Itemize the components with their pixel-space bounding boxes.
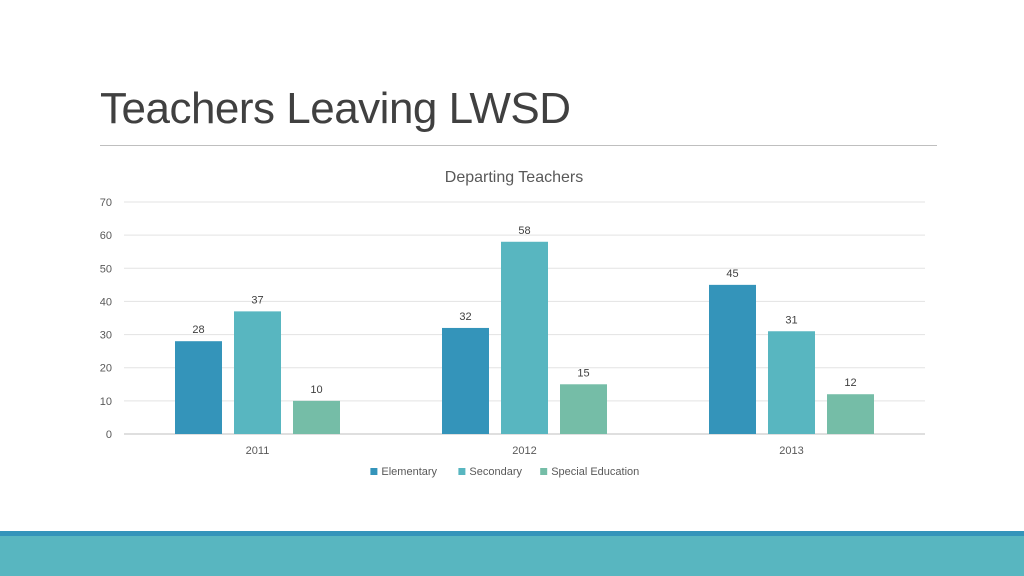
bar-2011-elementary: [175, 341, 222, 434]
bar-chart: Departing Teachers 0 10 20 30 40 50 60 70 28 37 10 2…: [100, 169, 925, 478]
slide-title: Teachers Leaving LWSD: [100, 84, 571, 133]
footer-accent-line: [0, 531, 1024, 536]
data-label: 28: [192, 324, 204, 336]
y-tick-label: 30: [100, 330, 112, 342]
y-tick-label: 0: [106, 429, 112, 441]
data-label: 45: [726, 268, 738, 280]
chart-title: Departing Teachers: [445, 169, 583, 186]
bar-2011-special-education: [293, 400, 340, 434]
legend-label: Secondary: [469, 466, 522, 478]
data-label: 58: [518, 225, 530, 237]
legend-swatch-special-education: [540, 468, 548, 475]
data-label: 31: [785, 314, 797, 326]
bar-2012-elementary: [442, 327, 489, 434]
x-tick-label: 2013: [779, 445, 803, 457]
data-label: 32: [459, 311, 471, 323]
bar-2013-special-education: [827, 394, 874, 434]
title-divider: [100, 145, 937, 146]
legend-label: Elementary: [381, 466, 437, 478]
y-tick-label: 40: [100, 296, 112, 308]
y-tick-label: 50: [100, 263, 112, 275]
legend-label: Special Education: [551, 466, 639, 478]
bar-2012-secondary: [501, 241, 548, 434]
y-tick-label: 10: [100, 396, 112, 408]
x-tick-label: 2012: [512, 445, 536, 457]
data-label: 10: [310, 384, 322, 396]
y-tick-label: 20: [100, 363, 112, 375]
data-label: 15: [577, 367, 589, 379]
bar-2013-elementary: [709, 284, 756, 434]
bar-2011-secondary: [234, 311, 281, 434]
legend-swatch-elementary: [370, 468, 378, 475]
legend-swatch-secondary: [458, 468, 466, 475]
y-tick-label: 60: [100, 230, 112, 242]
bar-2013-secondary: [768, 331, 815, 434]
data-label: 37: [251, 294, 263, 306]
data-label: 12: [844, 377, 856, 389]
x-tick-label: 2011: [246, 445, 270, 457]
footer-band: [0, 531, 1024, 576]
y-tick-label: 70: [100, 197, 112, 209]
bar-2012-special-education: [560, 384, 607, 434]
